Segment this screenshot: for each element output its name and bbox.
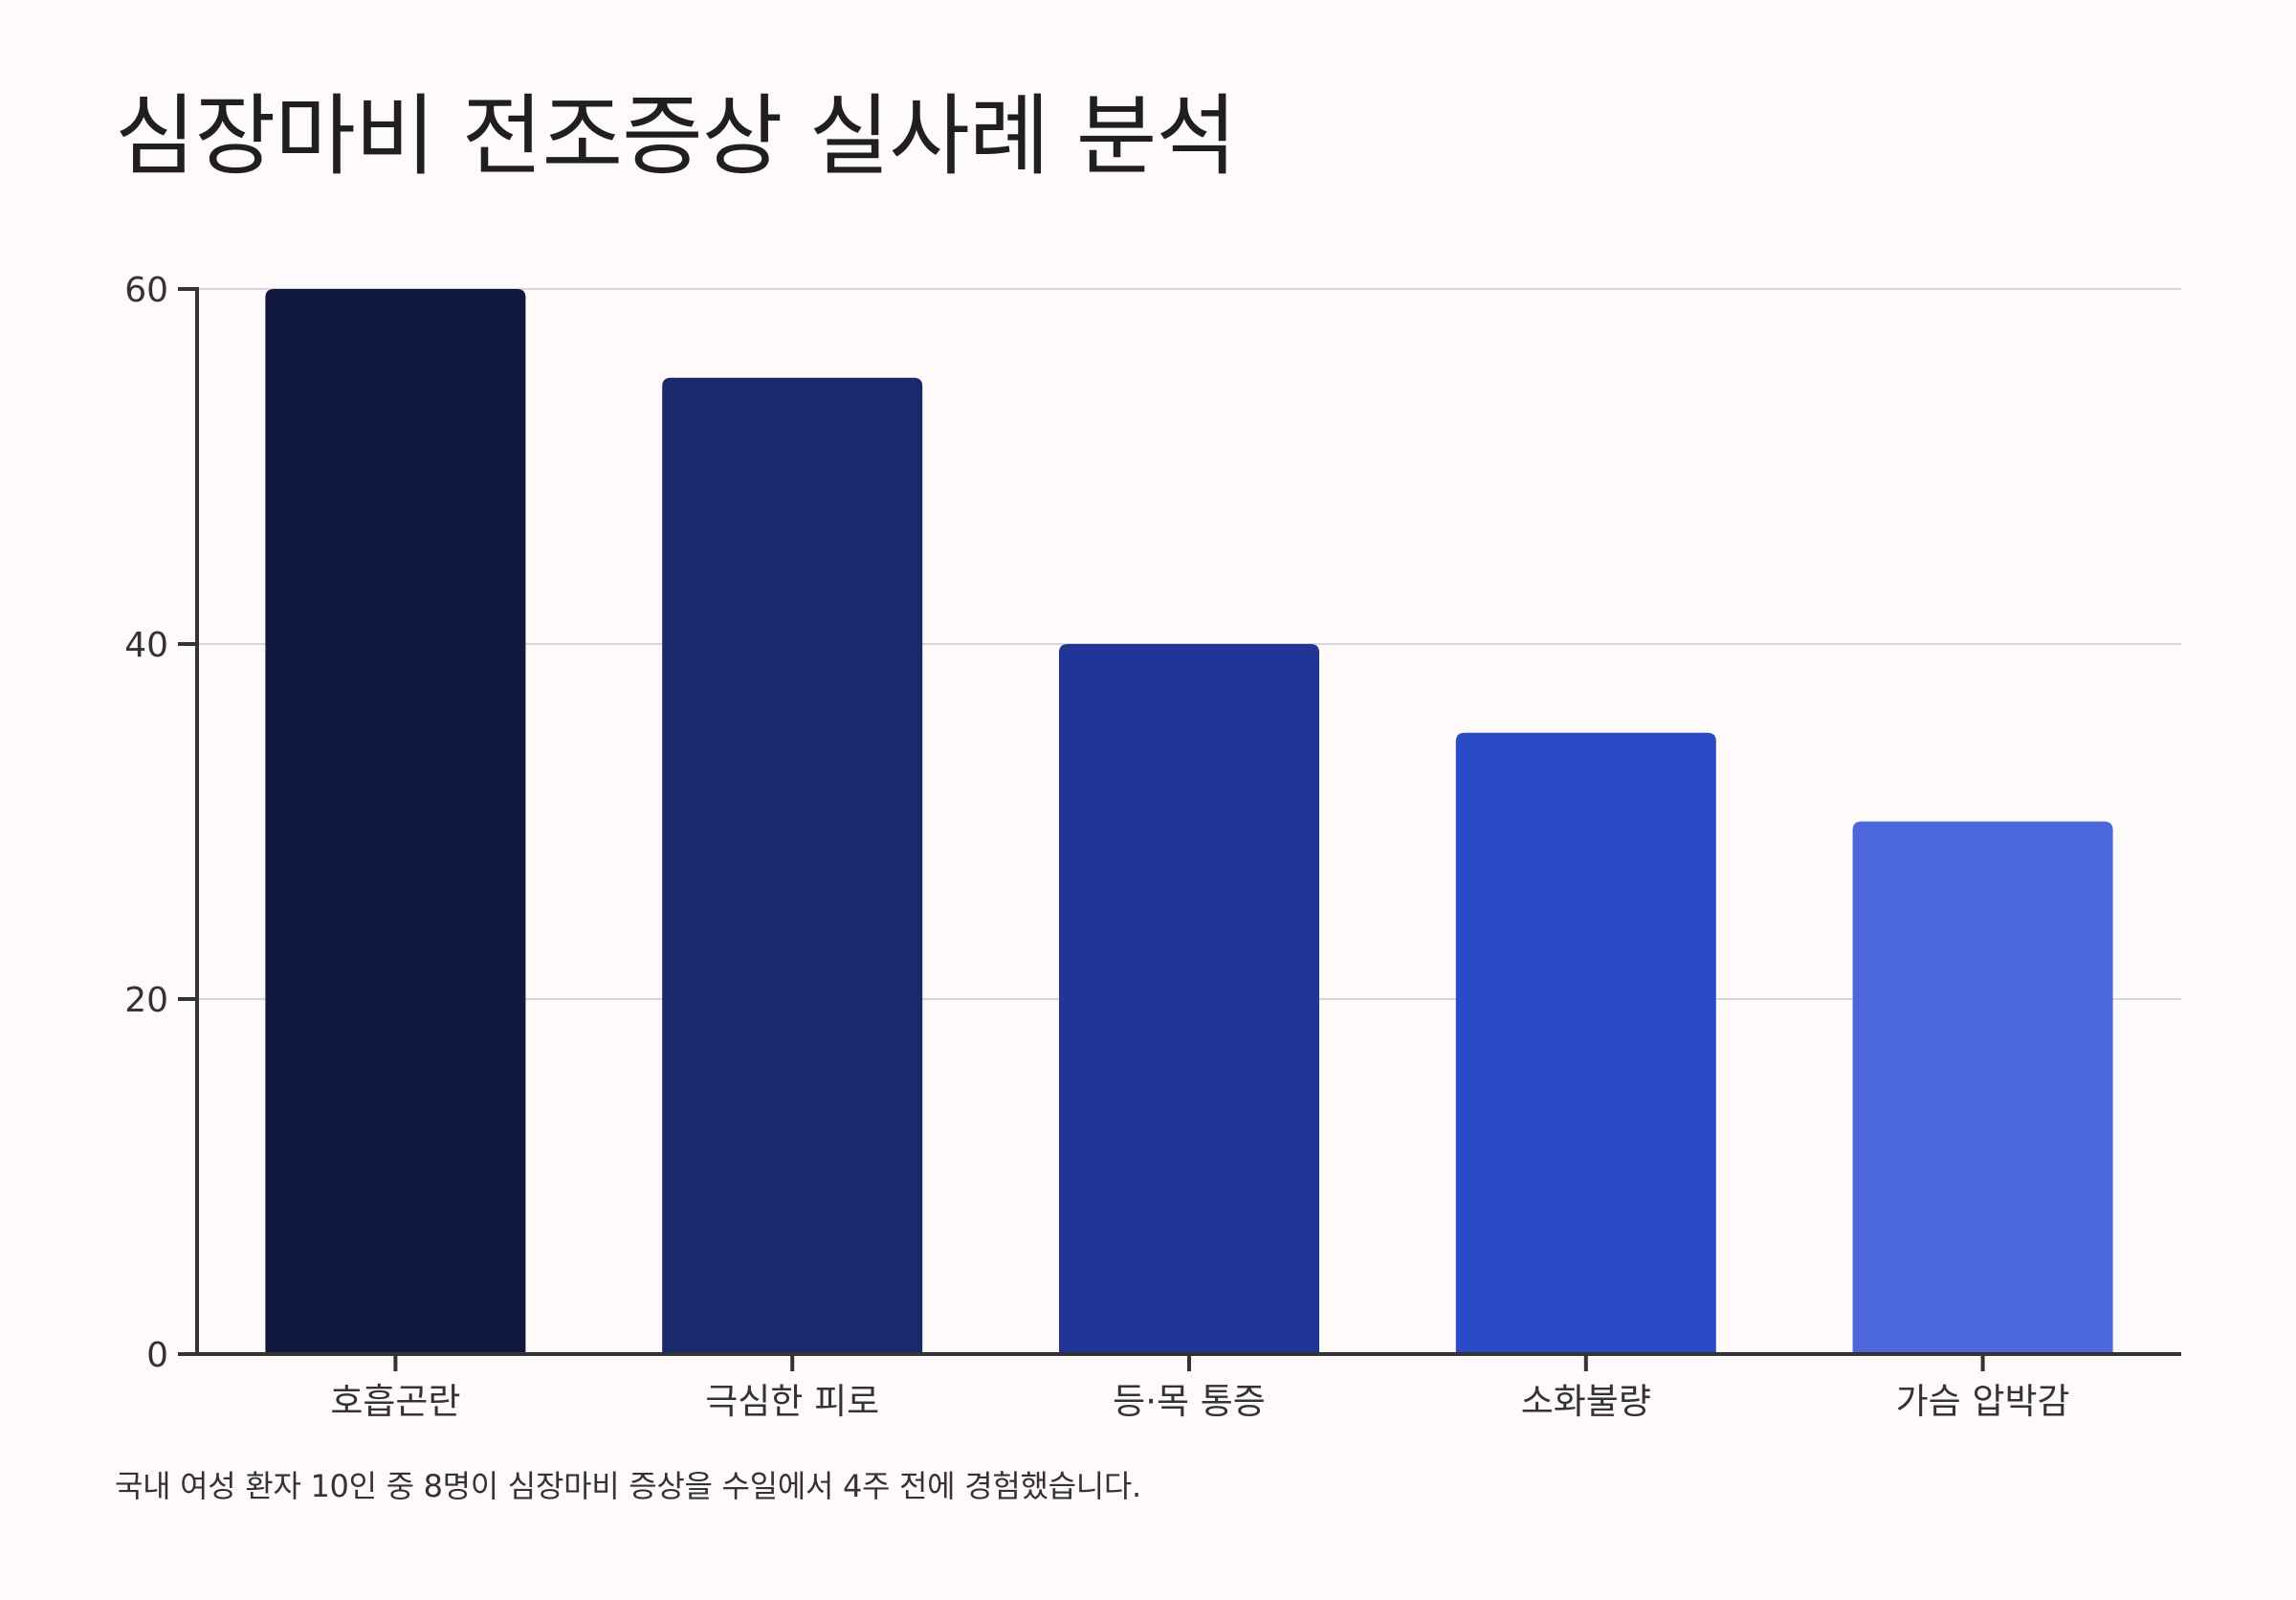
axes bbox=[178, 287, 2181, 1371]
bar-1 bbox=[265, 289, 526, 1354]
y-tick-label: 40 bbox=[124, 626, 168, 665]
bar-2 bbox=[662, 377, 923, 1354]
chart-title: 심장마비 전조증상 실사례 분석 bbox=[115, 85, 1237, 188]
y-tick-label: 60 bbox=[124, 271, 168, 310]
bar-5 bbox=[1852, 821, 2113, 1354]
chart-caption: 국내 여성 환자 10인 중 8명이 심장마비 증상을 수일에서 4주 전에 경… bbox=[115, 1468, 1141, 1504]
y-tick-label: 20 bbox=[124, 981, 168, 1020]
bars bbox=[265, 289, 2113, 1354]
tick-labels: 0 20 40 60 호흡곤란 극심한 피로 등·목 통증 소화불량 가슴 압박감 bbox=[124, 271, 2069, 1422]
bar-4 bbox=[1455, 732, 1716, 1354]
x-tick-label: 소화불량 bbox=[1521, 1381, 1651, 1422]
x-tick-label: 극심한 피로 bbox=[705, 1381, 879, 1422]
x-tick-label: 가슴 압박감 bbox=[1896, 1381, 2070, 1422]
x-tick-label: 호흡곤란 bbox=[330, 1381, 460, 1422]
x-tick-label: 등·목 통증 bbox=[1113, 1381, 1266, 1422]
y-tick-label: 0 bbox=[146, 1336, 168, 1375]
bar-3 bbox=[1059, 644, 1319, 1354]
